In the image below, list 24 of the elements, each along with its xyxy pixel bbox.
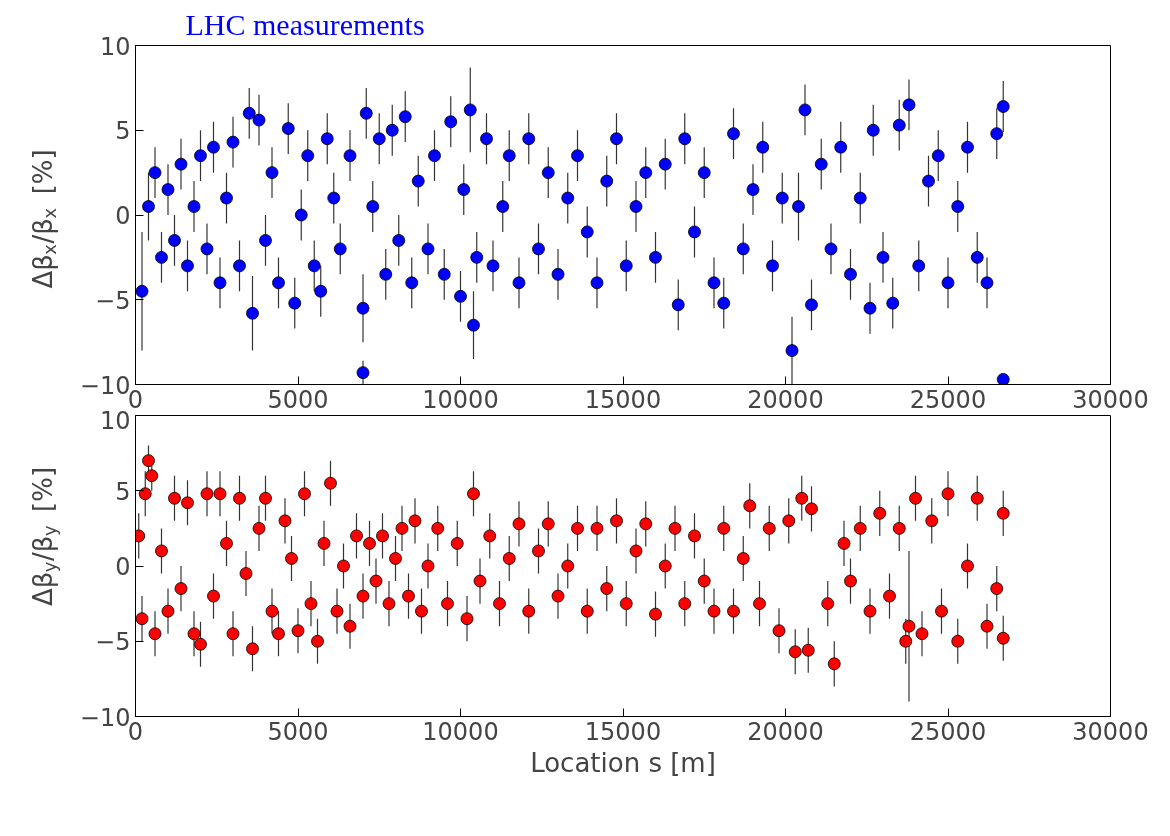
x-tick-label: 10000 [422,385,499,414]
chart-title: LHC measurements [185,7,425,41]
x-tick-label: 5000 [267,385,329,414]
x-axis-title: Location s [m] [530,747,716,778]
x-tick-label: 15000 [584,717,662,746]
x-tick-label: 30000 [1072,717,1149,746]
x-tick-label: 20000 [747,717,824,746]
x-tick-label: 5000 [267,717,329,746]
y-tick-label: 0 [115,202,131,230]
y-axis-title: Δβx/βx [%] [27,149,60,289]
y-tick-label: 10 [99,32,131,61]
y-tick-label: −5 [95,286,131,315]
y-tick-label: 5 [115,477,131,506]
y-axis-title: Δβy/βy [%] [27,466,60,607]
y-tick-label: 0 [115,553,131,581]
y-tick-label: 5 [115,117,131,146]
x-tick-label: 30000 [1072,385,1149,414]
y-tick-label: 10 [99,406,131,435]
y-tick-label: −5 [95,628,131,657]
x-tick-label: 25000 [909,385,987,414]
x-tick-label: 25000 [909,717,987,746]
x-tick-label: 10000 [422,717,499,746]
x-tick-label: 20000 [747,385,824,414]
x-tick-label: 15000 [584,385,662,414]
